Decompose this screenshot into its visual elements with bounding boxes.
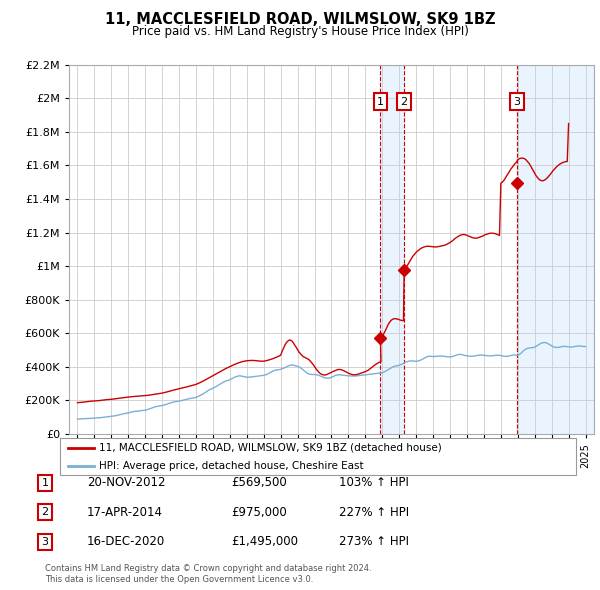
Bar <box>380 65 404 434</box>
Text: 3: 3 <box>41 537 49 546</box>
Text: £1,495,000: £1,495,000 <box>231 535 298 548</box>
Text: 17-APR-2014: 17-APR-2014 <box>87 506 163 519</box>
Text: 2: 2 <box>41 507 49 517</box>
Text: 273% ↑ HPI: 273% ↑ HPI <box>339 535 409 548</box>
Bar <box>517 65 594 434</box>
Text: 103% ↑ HPI: 103% ↑ HPI <box>339 476 409 489</box>
Text: £975,000: £975,000 <box>231 506 287 519</box>
Text: 227% ↑ HPI: 227% ↑ HPI <box>339 506 409 519</box>
Text: £569,500: £569,500 <box>231 476 287 489</box>
Text: 2: 2 <box>401 97 408 107</box>
Text: Price paid vs. HM Land Registry's House Price Index (HPI): Price paid vs. HM Land Registry's House … <box>131 25 469 38</box>
Text: 1: 1 <box>41 478 49 487</box>
Text: HPI: Average price, detached house, Cheshire East: HPI: Average price, detached house, Ches… <box>98 461 364 471</box>
Text: 16-DEC-2020: 16-DEC-2020 <box>87 535 165 548</box>
Text: 1: 1 <box>377 97 384 107</box>
Text: 11, MACCLESFIELD ROAD, WILMSLOW, SK9 1BZ (detached house): 11, MACCLESFIELD ROAD, WILMSLOW, SK9 1BZ… <box>98 442 442 453</box>
Text: Contains HM Land Registry data © Crown copyright and database right 2024.: Contains HM Land Registry data © Crown c… <box>45 565 371 573</box>
Text: This data is licensed under the Open Government Licence v3.0.: This data is licensed under the Open Gov… <box>45 575 313 584</box>
Text: 11, MACCLESFIELD ROAD, WILMSLOW, SK9 1BZ: 11, MACCLESFIELD ROAD, WILMSLOW, SK9 1BZ <box>105 12 495 27</box>
Text: 20-NOV-2012: 20-NOV-2012 <box>87 476 166 489</box>
Text: 3: 3 <box>514 97 521 107</box>
